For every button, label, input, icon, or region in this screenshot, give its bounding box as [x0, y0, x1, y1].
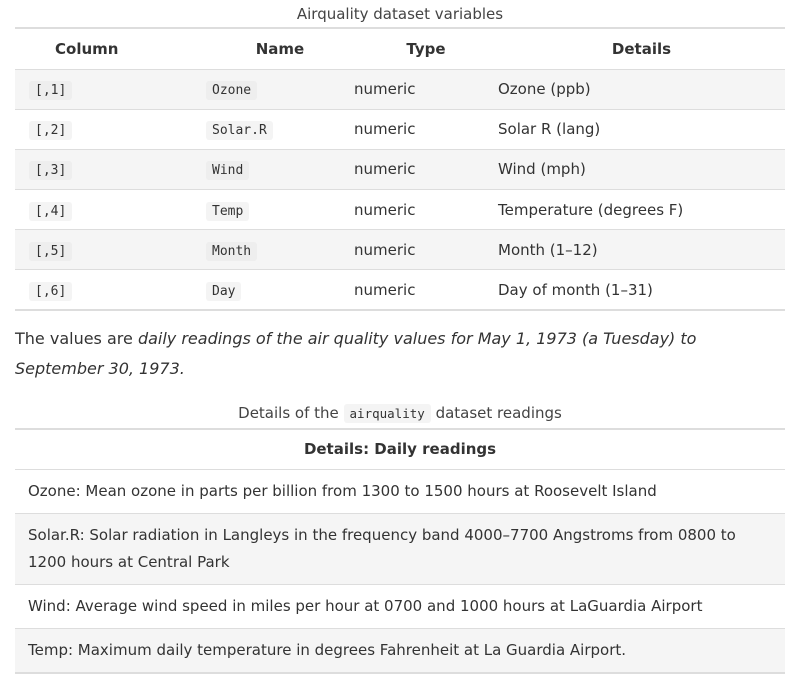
variable-type: numeric: [354, 69, 498, 110]
variable-name-code: Month: [206, 241, 258, 261]
table2-caption: Details of the airquality dataset readin…: [15, 403, 785, 424]
variable-details: Ozone (ppb): [498, 69, 785, 110]
table2-caption-before: Details of the: [238, 404, 344, 422]
variable-name-code: Ozone: [206, 81, 258, 101]
variable-details: Month (1–12): [498, 229, 785, 271]
column-index-code: [,2]: [29, 121, 73, 141]
column-index-code: [,5]: [29, 241, 73, 261]
variable-type: numeric: [354, 269, 498, 312]
reading-detail: Temp: Maximum daily temperature in degre…: [15, 628, 785, 674]
paragraph-prefix: The values are: [15, 329, 138, 348]
table2-caption-after: dataset readings: [430, 404, 562, 422]
header-type: Type: [406, 39, 446, 58]
reading-detail: Ozone: Mean ozone in parts per billion f…: [15, 469, 785, 514]
table-header-row: Details: Daily readings: [15, 429, 785, 469]
dataset-name-code: airquality: [343, 404, 431, 423]
column-index-code: [,4]: [29, 201, 73, 221]
table1-caption: Airquality dataset variables: [296, 5, 504, 23]
header-details: Details: [611, 39, 672, 58]
reading-detail: Wind: Average wind speed in miles per ho…: [15, 584, 785, 629]
variable-type: numeric: [354, 189, 498, 231]
reading-detail: Solar.R: Solar radiation in Langleys in …: [15, 513, 785, 585]
table-row: [,5] Month numeric Month (1–12): [15, 229, 785, 271]
header-daily-readings: Details: Daily readings: [303, 440, 497, 459]
variable-type: numeric: [354, 229, 498, 271]
table-row: Ozone: Mean ozone in parts per billion f…: [15, 469, 785, 514]
column-index-code: [,3]: [29, 161, 73, 181]
table-row: [,2] Solar.R numeric Solar R (lang): [15, 109, 785, 150]
header-name: Name: [255, 39, 305, 58]
variable-name-code: Temp: [206, 201, 250, 221]
column-index-code: [,6]: [29, 281, 73, 301]
table-row: [,6] Day numeric Day of month (1–31): [15, 269, 785, 312]
variable-name-code: Wind: [206, 161, 250, 181]
paragraph-emphasis: daily readings of the air quality values…: [15, 329, 697, 378]
variables-table: Column Name Type Details [,1] Ozone nume…: [15, 27, 785, 312]
table-row: [,1] Ozone numeric Ozone (ppb): [15, 69, 785, 110]
variable-details: Day of month (1–31): [498, 269, 785, 312]
table-row: [,3] Wind numeric Wind (mph): [15, 149, 785, 191]
table-row: [,4] Temp numeric Temperature (degrees F…: [15, 189, 785, 231]
table-row: Wind: Average wind speed in miles per ho…: [15, 584, 785, 629]
readings-table: Details: Daily readings Ozone: Mean ozon…: [15, 428, 785, 674]
table-row: Solar.R: Solar radiation in Langleys in …: [15, 513, 785, 585]
variable-name-code: Day: [206, 281, 242, 301]
table-header-row: Column Name Type Details: [15, 28, 785, 69]
variable-type: numeric: [354, 109, 498, 150]
variable-details: Temperature (degrees F): [498, 189, 785, 231]
description-paragraph: The values are daily readings of the air…: [15, 324, 785, 384]
variable-details: Wind (mph): [498, 149, 785, 191]
variable-name-code: Solar.R: [206, 121, 273, 141]
table-row: Temp: Maximum daily temperature in degre…: [15, 628, 785, 674]
column-index-code: [,1]: [29, 81, 73, 101]
variable-details: Solar R (lang): [498, 109, 785, 150]
variable-type: numeric: [354, 149, 498, 191]
header-column: Column: [55, 39, 119, 58]
